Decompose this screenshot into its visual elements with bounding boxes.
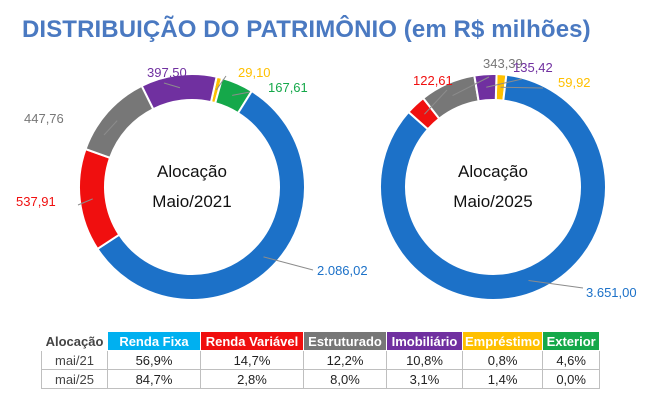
table-row: mai/21 56,9% 14,7% 12,2% 10,8% 0,8% 4,6% — [41, 350, 601, 370]
data-label-renda-variavel: 537,91 — [16, 194, 56, 209]
slice-renda-fixa — [379, 73, 607, 301]
leader-line-emprestimo — [215, 75, 227, 91]
center-label-1: Alocação — [458, 162, 528, 181]
leader-line-estruturado — [452, 76, 490, 96]
table-cell: 2,8% — [200, 369, 304, 389]
slice-renda-variavel — [78, 147, 121, 251]
data-label-exterior: 167,61 — [268, 80, 308, 95]
leader-line-renda-fixa — [528, 279, 584, 289]
slice-estruturado — [84, 84, 155, 160]
data-label-imobiliario: 135,42 — [513, 60, 553, 75]
table-cell: 84,7% — [107, 369, 201, 389]
data-label-renda-fixa: 2.086,02 — [317, 263, 368, 278]
leader-line-imobiliario — [163, 82, 181, 89]
data-label-estruturado: 447,76 — [24, 111, 64, 126]
leader-line-renda-fixa — [263, 256, 314, 271]
row-label: mai/21 — [41, 350, 108, 370]
data-label-renda-fixa: 3.651,00 — [586, 285, 637, 300]
table-cell: 3,1% — [386, 369, 463, 389]
data-label-renda-variavel: 122,61 — [413, 73, 453, 88]
col-emprestimo: Empréstimo — [461, 331, 544, 351]
col-estruturado: Estruturado — [303, 331, 387, 351]
slice-renda-fixa — [96, 89, 306, 301]
data-label-estruturado: 343,39 — [483, 56, 523, 71]
data-label-emprestimo: 59,92 — [558, 75, 591, 90]
center-label-1: Alocação — [157, 162, 227, 181]
leader-line-renda-variavel — [424, 89, 448, 115]
table-cell: 4,6% — [542, 350, 601, 370]
table-header-row: Alocação Renda Fixa Renda Variável Estru… — [41, 331, 601, 351]
table-cell: 0,0% — [542, 369, 601, 389]
data-label-imobiliario: 397,50 — [147, 65, 187, 80]
col-imobiliario: Imobiliário — [386, 331, 463, 351]
table-cell: 8,0% — [303, 369, 387, 389]
col-renda-variavel: Renda Variável — [200, 331, 304, 351]
col-renda-fixa: Renda Fixa — [107, 331, 201, 351]
table-header-label: Alocação — [41, 331, 108, 351]
col-exterior: Exterior — [542, 331, 601, 351]
table-cell: 12,2% — [303, 350, 387, 370]
table-cell: 1,4% — [461, 369, 544, 389]
center-label-2: Maio/2025 — [453, 192, 532, 211]
table-row: mai/25 84,7% 2,8% 8,0% 3,1% 1,4% 0,0% — [41, 369, 601, 389]
leader-line-imobiliario — [486, 78, 523, 88]
table-cell: 14,7% — [200, 350, 304, 370]
center-label-2: Maio/2021 — [152, 192, 231, 211]
slice-imobiliario — [140, 73, 218, 111]
leader-line-exterior — [232, 91, 251, 96]
leader-line-estruturado — [103, 120, 118, 136]
page-title: DISTRIBUIÇÃO DO PATRIMÔNIO (em R$ milhõe… — [22, 16, 591, 43]
slice-imobiliario — [473, 73, 498, 103]
table-cell: 56,9% — [107, 350, 201, 370]
allocation-table: Alocação Renda Fixa Renda Variável Estru… — [41, 331, 601, 389]
leader-line-emprestimo — [500, 86, 544, 89]
row-label: mai/25 — [41, 369, 108, 389]
table-cell: 10,8% — [386, 350, 463, 370]
table-cell: 0,8% — [461, 350, 544, 370]
leader-line-renda-variavel — [77, 198, 93, 206]
data-label-emprestimo: 29,10 — [238, 65, 271, 80]
